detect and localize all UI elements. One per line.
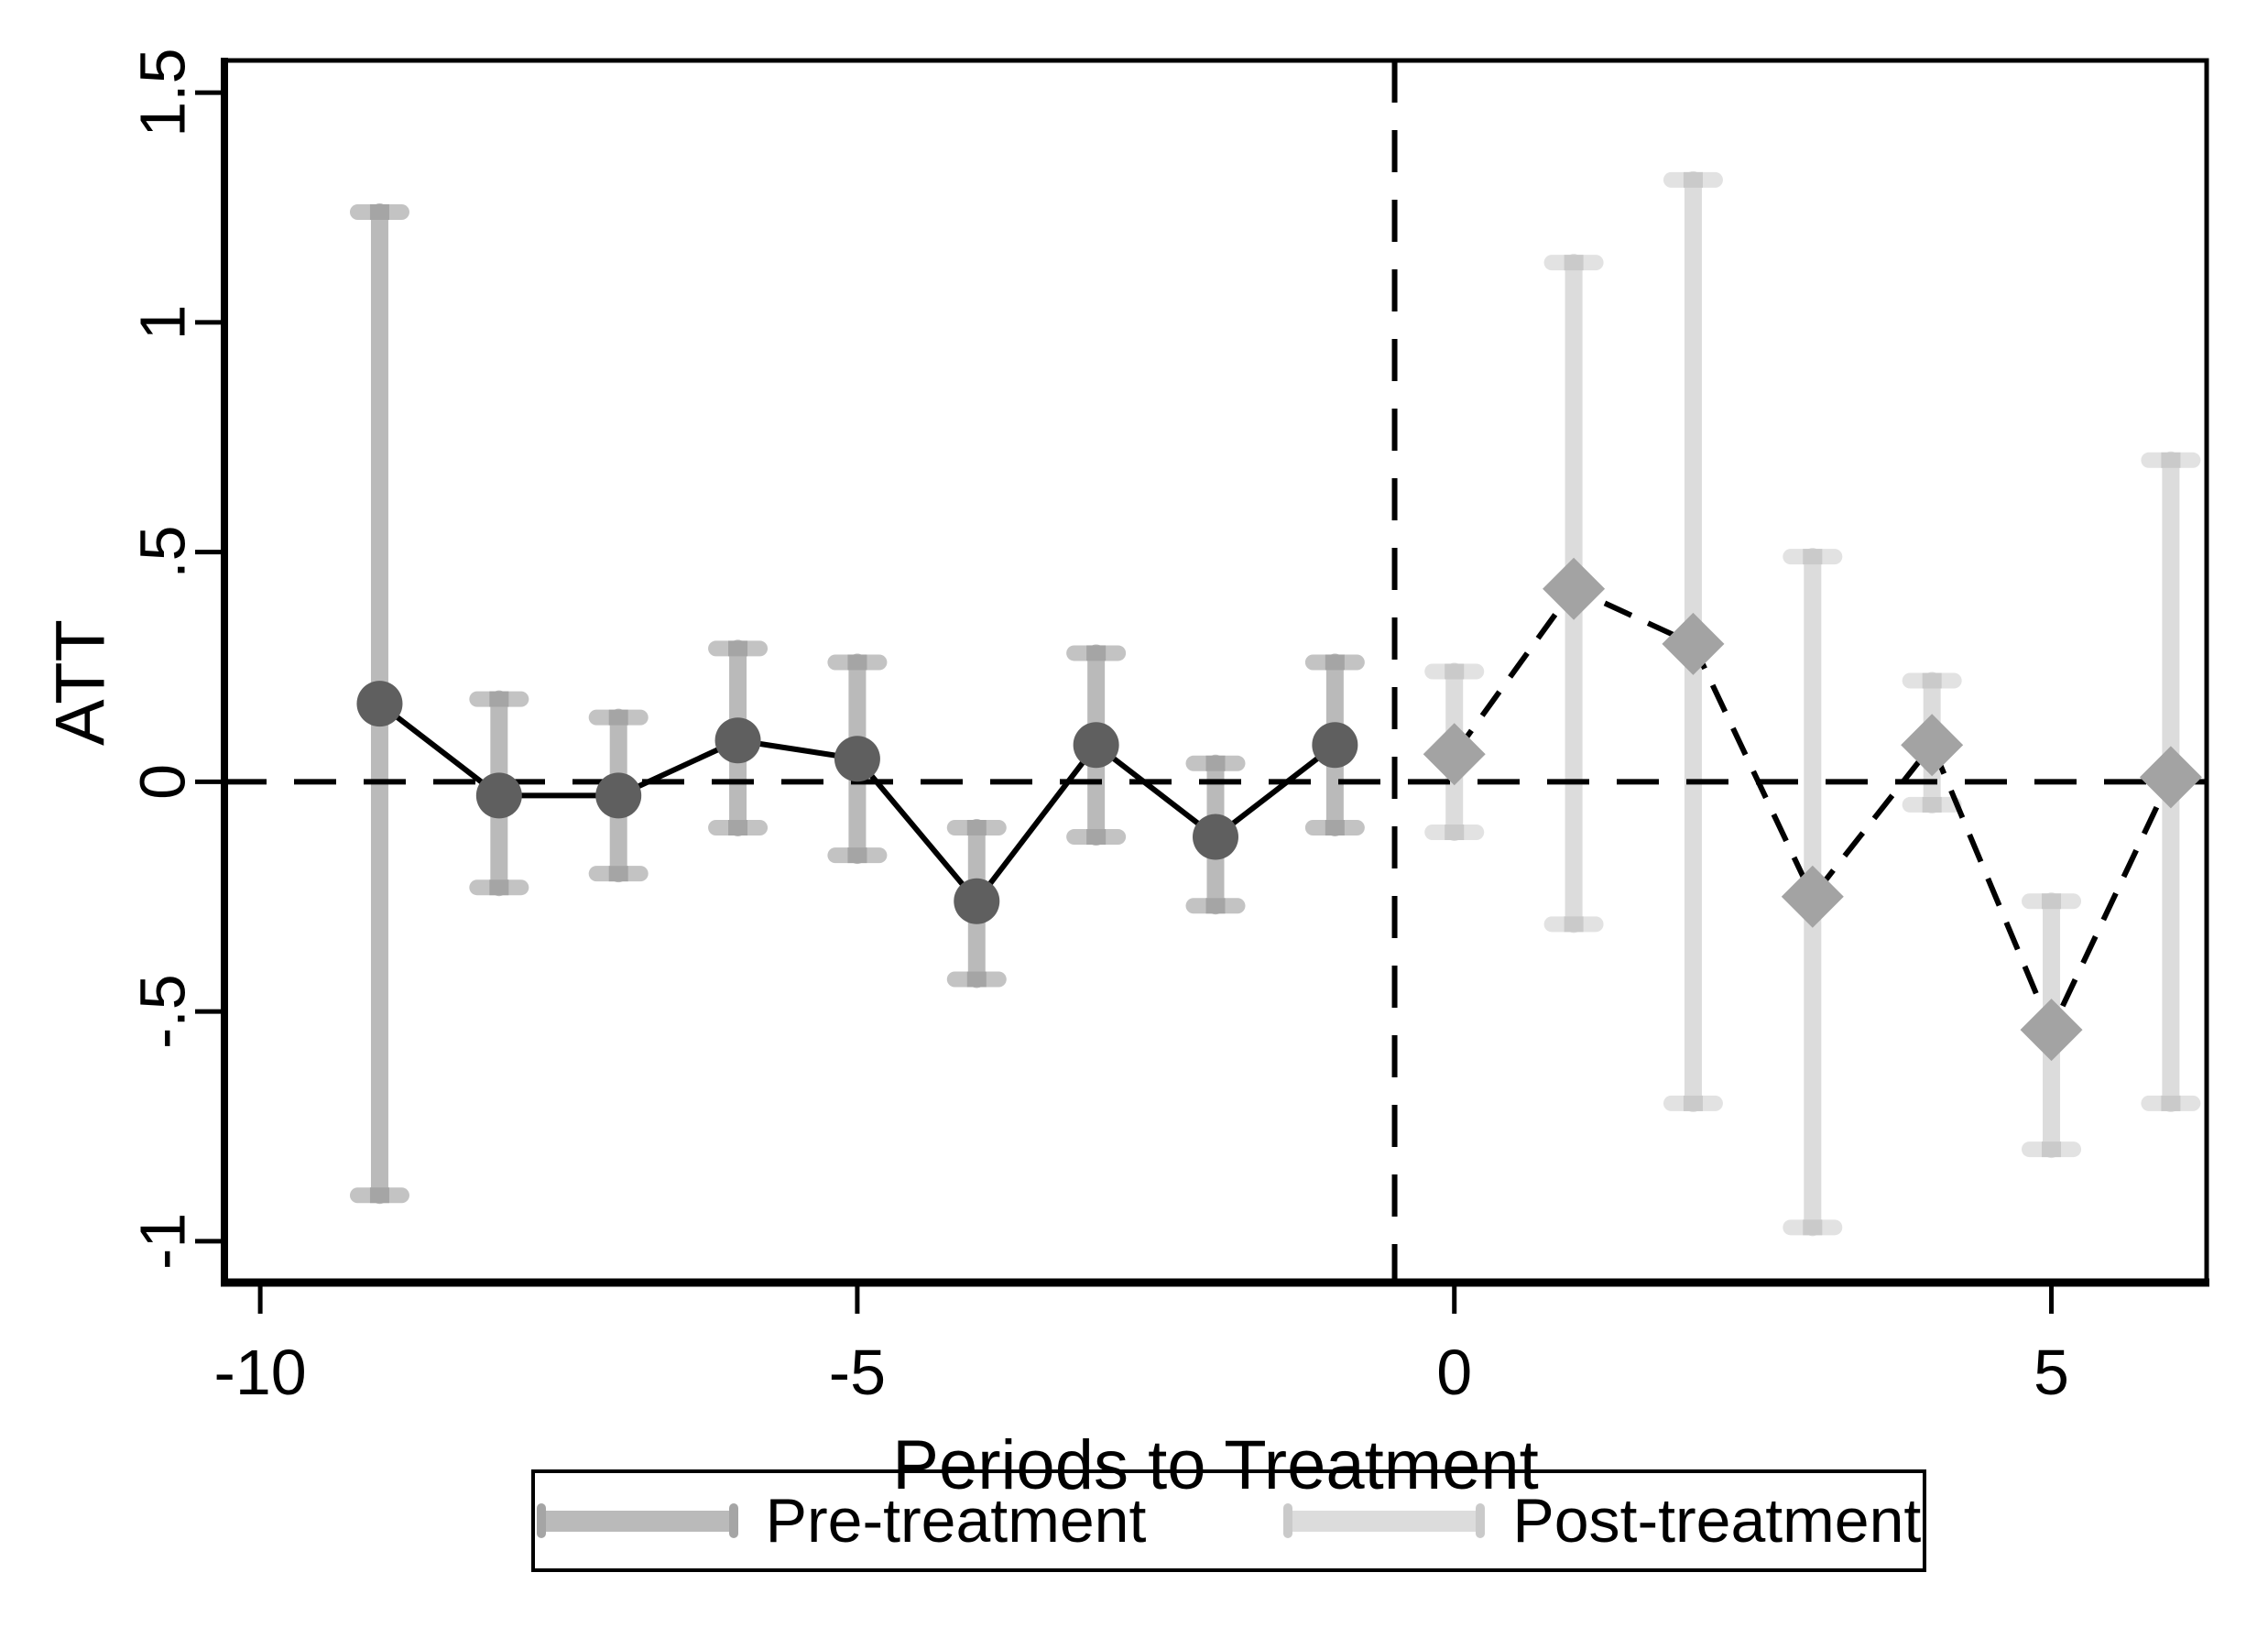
legend-item-pre: Pre-treatment <box>536 1485 1147 1556</box>
post-ci-cap-overlap <box>1803 549 1823 565</box>
pre-point-marker <box>475 772 522 819</box>
post-ci-cap-overlap <box>2042 893 2062 910</box>
pre-point-marker <box>356 681 403 727</box>
pre-point-marker <box>954 878 1000 924</box>
pre-ci-cap-overlap <box>1086 645 1107 661</box>
pre-point-marker <box>714 717 761 764</box>
pre-ci-cap-overlap <box>608 866 628 882</box>
pre-point-marker <box>1073 722 1119 769</box>
pre-ci-cap-overlap <box>728 820 748 836</box>
pre-point-marker <box>1193 814 1238 860</box>
pre-ci-cap-overlap <box>369 203 389 220</box>
y-tick-label: 1.5 <box>126 48 198 137</box>
pre-point-marker <box>595 772 642 819</box>
pre-ci-cap-overlap <box>608 709 628 726</box>
errorbar-cap-icon <box>1283 1503 1293 1538</box>
legend-label-pre: Pre-treatment <box>765 1486 1147 1556</box>
pre-ci-cap-overlap <box>847 654 867 671</box>
post-point-marker <box>1543 557 1606 620</box>
y-axis-title: ATT <box>41 619 120 746</box>
post-treatment-errorbar-swatch-icon <box>1283 1503 1486 1538</box>
pre-ci-cap-overlap <box>489 691 509 707</box>
pre-ci-cap-overlap <box>1205 755 1226 771</box>
y-tick-label: 0 <box>126 764 198 800</box>
x-tick-label: 5 <box>2034 1337 2069 1408</box>
post-ci-cap-overlap <box>2161 452 2181 468</box>
post-ci-cap-overlap <box>1683 171 1703 188</box>
post-point-marker <box>2020 999 2083 1062</box>
errorbar-cap-icon <box>536 1503 546 1538</box>
pre-ci-cap-overlap <box>966 971 987 988</box>
post-ci-cap-overlap <box>2042 1141 2062 1158</box>
x-axis-title: Periods to Treatment <box>892 1426 1539 1504</box>
post-ci-cap-overlap <box>2161 1095 2181 1111</box>
pre-point-marker <box>1312 722 1358 769</box>
errorbar-cap-icon <box>728 1503 738 1538</box>
post-ci-cap-overlap <box>1445 663 1465 680</box>
x-tick-label: 0 <box>1436 1337 1472 1408</box>
errorbar-cap-icon <box>1476 1503 1486 1538</box>
errorbar-bar-icon <box>1288 1510 1481 1532</box>
post-point-marker <box>2139 746 2202 809</box>
x-tick-label: -5 <box>829 1337 886 1408</box>
x-tick-label: -10 <box>214 1337 307 1408</box>
post-ci-cap-overlap <box>1922 672 1942 689</box>
pre-treatment-errorbar-swatch-icon <box>536 1503 738 1538</box>
plot-border <box>222 58 2209 1285</box>
pre-ci-cap-overlap <box>489 879 509 896</box>
pre-ci-cap-overlap <box>1205 898 1226 914</box>
pre-ci-cap-overlap <box>847 847 867 864</box>
y-tick-label: .5 <box>126 525 198 578</box>
pre-point-marker <box>834 736 880 782</box>
post-point-marker <box>1781 865 1844 928</box>
legend-item-post: Post-treatment <box>1283 1485 1921 1556</box>
post-ci-cap-overlap <box>1683 1095 1703 1111</box>
post-ci-cap-overlap <box>1922 796 1942 813</box>
pre-ci-cap-overlap <box>728 640 748 657</box>
post-ci-cap-overlap <box>1445 824 1465 841</box>
pre-ci-cap-overlap <box>1325 820 1345 836</box>
errorbar-bar-icon <box>540 1510 734 1532</box>
post-ci-cap-overlap <box>1803 1219 1823 1236</box>
pre-ci-cap-overlap <box>1325 654 1345 671</box>
y-tick-label: -1 <box>126 1213 198 1270</box>
post-point-marker <box>1901 714 1964 777</box>
legend-label-post: Post-treatment <box>1512 1486 1922 1556</box>
post-point-marker <box>1423 723 1486 786</box>
post-ci-cap-overlap <box>1564 255 1584 271</box>
pre-ci-cap-overlap <box>1086 829 1107 846</box>
legend: Pre-treatment Post-treatment <box>531 1469 1926 1572</box>
y-tick-label: -.5 <box>126 974 198 1049</box>
pre-ci-cap-overlap <box>369 1187 389 1204</box>
pre-ci-cap-overlap <box>966 820 987 836</box>
post-point-marker <box>1662 612 1725 675</box>
y-tick-label: 1 <box>126 304 198 340</box>
post-ci-cap-overlap <box>1564 916 1584 933</box>
